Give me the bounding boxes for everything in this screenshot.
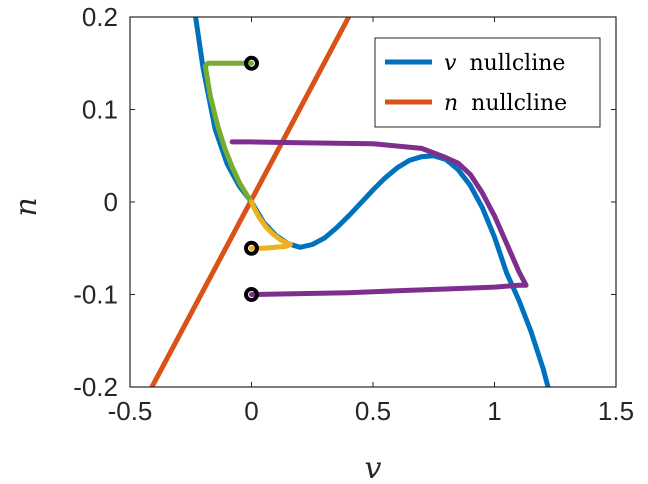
y-tick-label: 0 (104, 187, 118, 217)
legend-v-var: v (444, 51, 457, 76)
legend-n-var: n (444, 91, 458, 116)
y-tick-label: 0.2 (82, 2, 118, 32)
y-tick-label: -0.1 (73, 280, 118, 310)
trajectory-line-2 (249, 199, 293, 251)
legend: v nullcline n nullcline (374, 37, 601, 128)
x-tick-label: 0 (244, 396, 258, 426)
legend-n-nullcline-label: n nullcline (444, 91, 567, 116)
legend-n-text: nullcline (471, 91, 567, 116)
marker-layer (244, 55, 259, 302)
legend-v-nullcline-label: v nullcline (444, 51, 565, 76)
legend-v-text: nullcline (469, 51, 565, 76)
initial-point-marker (244, 55, 259, 71)
legend-box (374, 37, 601, 128)
initial-point-marker (244, 287, 259, 302)
x-tick-label: 1 (487, 396, 501, 426)
initial-point-marker (244, 240, 259, 256)
x-tick-label: 0.5 (355, 396, 391, 426)
tick-layer: -0.5 0 0.5 1 1.5 0.2 0.1 0 -0.1 -0.2 (73, 2, 634, 426)
trajectory-line-3 (229, 139, 529, 297)
y-tick-label: 0.1 (82, 95, 118, 125)
x-tick-label: -0.5 (108, 396, 153, 426)
y-axis-label: n (9, 197, 44, 216)
trajectory-line-1 (202, 60, 254, 205)
series-layer (149, 17, 551, 387)
y-tick-label: -0.2 (73, 372, 118, 402)
x-tick-label: 1.5 (598, 396, 634, 426)
x-axis-label: v (365, 451, 382, 484)
